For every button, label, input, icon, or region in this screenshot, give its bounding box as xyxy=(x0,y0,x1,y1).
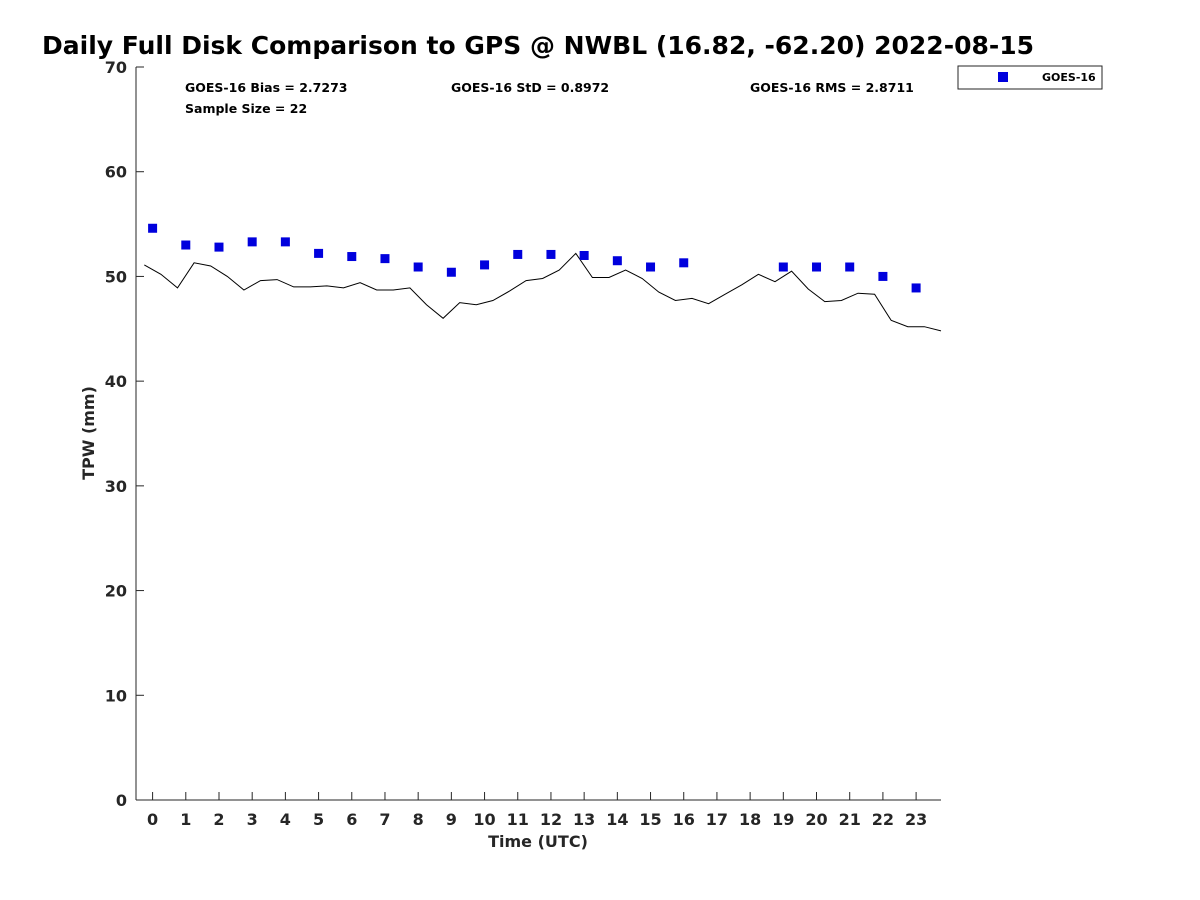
goes-16-series xyxy=(148,223,921,293)
x-tick-label: 10 xyxy=(473,810,495,829)
goes-16-point xyxy=(546,249,556,259)
goes-16-point xyxy=(247,237,257,247)
x-axis-label: Time (UTC) xyxy=(488,832,588,851)
y-tick-label: 60 xyxy=(105,163,127,182)
goes-16-point xyxy=(314,248,324,258)
goes-16-point xyxy=(812,262,822,272)
rms-annotation: GOES-16 RMS = 2.8711 xyxy=(750,80,914,95)
goes-16-point xyxy=(878,271,888,281)
goes-16-point xyxy=(413,262,423,272)
goes-16-point xyxy=(214,242,224,252)
goes-16-point xyxy=(612,256,622,266)
x-tick-label: 7 xyxy=(379,810,390,829)
legend: GOES-16 xyxy=(957,65,1103,90)
x-tick-label: 3 xyxy=(247,810,258,829)
x-tick-label: 6 xyxy=(346,810,357,829)
y-tick-label: 0 xyxy=(116,791,127,810)
x-tick-label: 14 xyxy=(606,810,628,829)
chart-title: Daily Full Disk Comparison to GPS @ NWBL… xyxy=(42,31,1034,60)
y-tick-label: 30 xyxy=(105,477,127,496)
goes-16-point xyxy=(480,260,490,270)
x-tick-label: 5 xyxy=(313,810,324,829)
x-tick-label: 23 xyxy=(905,810,927,829)
x-tick-label: 16 xyxy=(673,810,695,829)
y-tick-label: 20 xyxy=(105,582,127,601)
x-tick-label: 8 xyxy=(413,810,424,829)
x-tick-label: 9 xyxy=(446,810,457,829)
legend-marker xyxy=(998,72,1008,82)
x-tick-label: 12 xyxy=(540,810,562,829)
goes-16-point xyxy=(380,254,390,264)
x-tick-label: 11 xyxy=(507,810,529,829)
y-tick-label: 10 xyxy=(105,686,127,705)
goes-16-point xyxy=(513,249,523,259)
x-tick-label: 22 xyxy=(872,810,894,829)
goes-16-point xyxy=(579,250,589,260)
x-tick-label: 2 xyxy=(213,810,224,829)
y-axis-label: TPW (mm) xyxy=(79,386,98,480)
y-ticks: 0 10 20 30 40 50 60 70 xyxy=(105,58,144,810)
goes-16-point xyxy=(280,237,290,247)
gps-series xyxy=(144,252,942,332)
bias-annotation: GOES-16 Bias = 2.7273 xyxy=(185,80,347,95)
goes-16-point xyxy=(181,240,191,250)
x-tick-label: 0 xyxy=(147,810,158,829)
goes-16-point xyxy=(446,267,456,277)
x-tick-label: 18 xyxy=(739,810,761,829)
goes-16-point xyxy=(778,262,788,272)
x-ticks: 0 1 2 3 4 5 6 7 8 9 10 11 12 13 14 15 16 17 18 19 20 21 22 23 xyxy=(147,792,927,829)
gps-line xyxy=(144,252,942,332)
goes-16-point xyxy=(679,258,689,268)
std-annotation: GOES-16 StD = 0.8972 xyxy=(451,80,609,95)
plot-area xyxy=(135,67,941,801)
x-tick-label: 4 xyxy=(280,810,291,829)
x-tick-label: 21 xyxy=(839,810,861,829)
x-tick-label: 17 xyxy=(706,810,728,829)
x-tick-label: 15 xyxy=(639,810,661,829)
goes-16-point xyxy=(646,262,656,272)
legend-box xyxy=(957,65,1103,90)
y-tick-label: 40 xyxy=(105,372,127,391)
goes-16-point xyxy=(347,252,357,262)
sample-size-annotation: Sample Size = 22 xyxy=(185,101,307,116)
legend-label-goes-16: GOES-16 xyxy=(1042,71,1096,84)
goes-16-point xyxy=(845,262,855,272)
x-tick-label: 19 xyxy=(772,810,794,829)
x-tick-label: 1 xyxy=(180,810,191,829)
x-tick-label: 13 xyxy=(573,810,595,829)
y-tick-label: 50 xyxy=(105,267,127,286)
y-tick-label: 70 xyxy=(105,58,127,77)
goes-16-point xyxy=(148,223,158,233)
x-tick-label: 20 xyxy=(805,810,827,829)
goes-16-point xyxy=(911,283,921,293)
